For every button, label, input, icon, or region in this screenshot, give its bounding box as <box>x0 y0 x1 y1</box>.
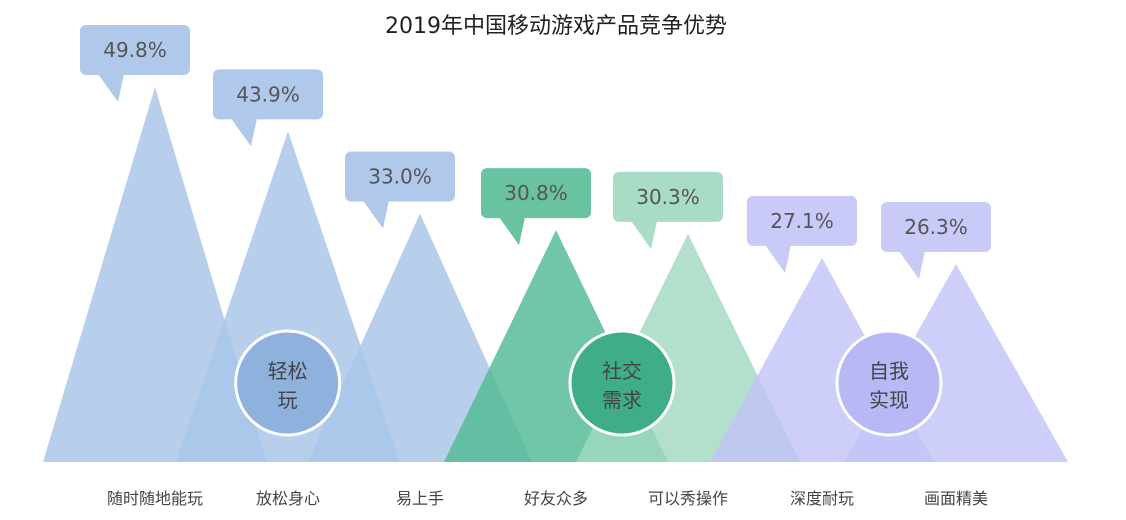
group-label-line1: 自我 <box>869 359 909 383</box>
callout-box <box>213 69 323 120</box>
category-label: 易上手 <box>396 489 444 508</box>
data-label: 30.8% <box>504 181 568 205</box>
data-label: 33.0% <box>368 165 432 189</box>
callout-pointer <box>363 200 389 229</box>
group-label-line2: 玩 <box>278 388 298 412</box>
category-label: 画面精美 <box>924 489 988 508</box>
labels-layer: 随时随地能玩 放松身心 易上手 好友众多 可以秀操作 深度耐玩 画面精美 <box>107 489 988 508</box>
callout-box <box>747 195 857 246</box>
value-callout: 49.8% <box>80 25 190 102</box>
category-label: 放松身心 <box>256 489 320 508</box>
group-label-line1: 轻松 <box>268 359 308 383</box>
data-label: 27.1% <box>770 209 834 233</box>
callout-box <box>481 168 591 219</box>
bubbles-layer: 49.8% 43.9% 33.0% 30.8% 30.3% 27.1% 26.3% <box>80 25 991 279</box>
data-label: 26.3% <box>904 215 968 239</box>
callout-box <box>345 151 455 202</box>
data-label: 49.8% <box>103 38 167 62</box>
value-callout: 43.9% <box>213 69 323 147</box>
callout-pointer <box>98 74 124 102</box>
value-callout: 30.3% <box>613 171 723 249</box>
data-label: 30.3% <box>636 185 700 209</box>
value-callout: 27.1% <box>747 195 857 273</box>
category-label: 随时随地能玩 <box>107 489 203 508</box>
callout-pointer <box>499 217 525 246</box>
callout-pointer <box>231 118 257 147</box>
callout-pointer <box>899 250 925 279</box>
group-circle-shape <box>234 329 342 437</box>
group-circle-shape <box>835 329 943 437</box>
group-label-line2: 实现 <box>869 388 909 412</box>
chart-title: 2019年中国移动游戏产品竞争优势 <box>385 14 727 39</box>
group-label-line1: 社交 <box>602 359 642 383</box>
callout-box <box>613 171 723 222</box>
value-callout: 30.8% <box>481 168 591 246</box>
group-circle-shape <box>568 329 676 437</box>
category-label: 深度耐玩 <box>790 489 854 508</box>
callout-box <box>881 201 991 252</box>
peak-bar <box>176 131 400 462</box>
category-label: 可以秀操作 <box>648 489 728 508</box>
group-label-line2: 需求 <box>602 388 642 412</box>
callout-pointer <box>765 244 791 273</box>
callout-pointer <box>631 220 657 249</box>
category-label: 好友众多 <box>524 489 588 508</box>
value-callout: 33.0% <box>345 151 455 229</box>
data-label: 43.9% <box>236 82 300 106</box>
value-callout: 26.3% <box>881 201 991 279</box>
group-circle: 轻松玩 <box>234 329 342 437</box>
callout-box <box>80 25 190 75</box>
